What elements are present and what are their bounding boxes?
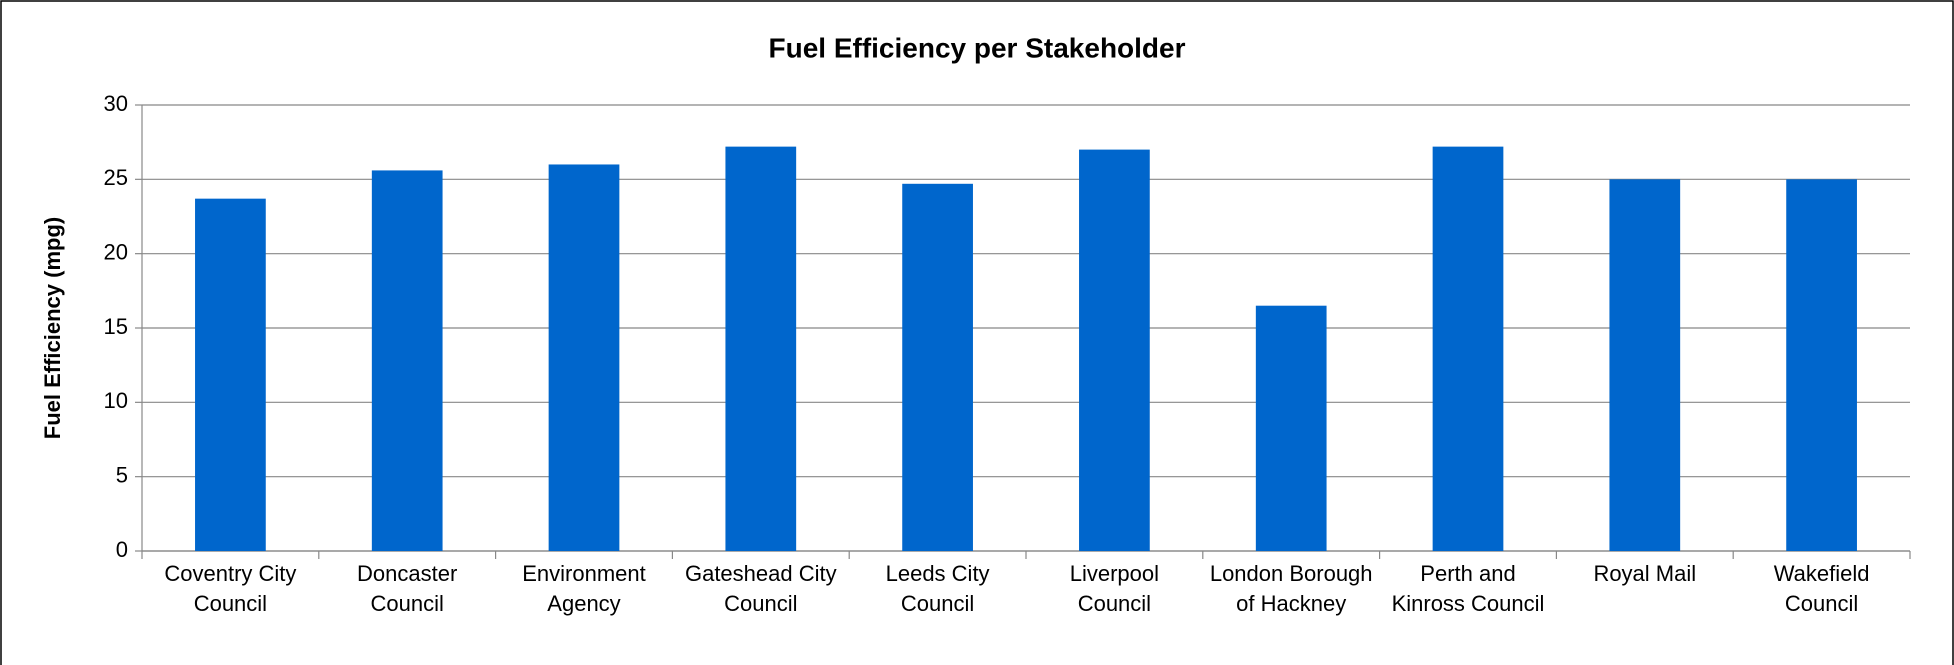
- x-tick-label: Royal Mail: [1593, 561, 1697, 586]
- x-tick-label: Gateshead City Council: [684, 561, 837, 616]
- bar: [1079, 149, 1150, 551]
- y-tick-label: 20: [104, 239, 128, 264]
- x-tick-label: Coventry City Council: [164, 561, 297, 616]
- y-tick-label: 30: [104, 91, 128, 116]
- bar: [371, 170, 443, 551]
- y-tick-label: 5: [116, 462, 128, 487]
- x-tick-label: London Borough of Hackney: [1209, 561, 1373, 616]
- bar: [195, 198, 266, 551]
- x-tick-label: Liverpool Council: [1069, 561, 1160, 616]
- chart-title: Fuel Efficiency per Stakeholder: [768, 32, 1185, 63]
- x-tick-label: Environment Agency: [522, 561, 646, 616]
- bar: [1432, 146, 1504, 552]
- bar: [548, 164, 620, 551]
- y-tick-label: 25: [104, 165, 128, 190]
- x-tick-label: Wakefield Council: [1773, 561, 1870, 616]
- y-tick-label: 0: [116, 537, 128, 562]
- bar: [1255, 305, 1327, 551]
- x-tick-label: Doncaster Council: [357, 561, 458, 616]
- x-tick-label: Perth and Kinross Council: [1391, 561, 1545, 616]
- y-axis-label: Fuel Efficiency (mpg): [40, 217, 65, 439]
- bar: [725, 146, 797, 552]
- y-tick-label: 10: [104, 388, 128, 413]
- x-tick-label: Leeds City Council: [885, 561, 990, 616]
- bar: [1786, 179, 1857, 552]
- y-tick-label: 15: [104, 314, 128, 339]
- bar: [902, 183, 973, 551]
- bar: [1609, 179, 1681, 552]
